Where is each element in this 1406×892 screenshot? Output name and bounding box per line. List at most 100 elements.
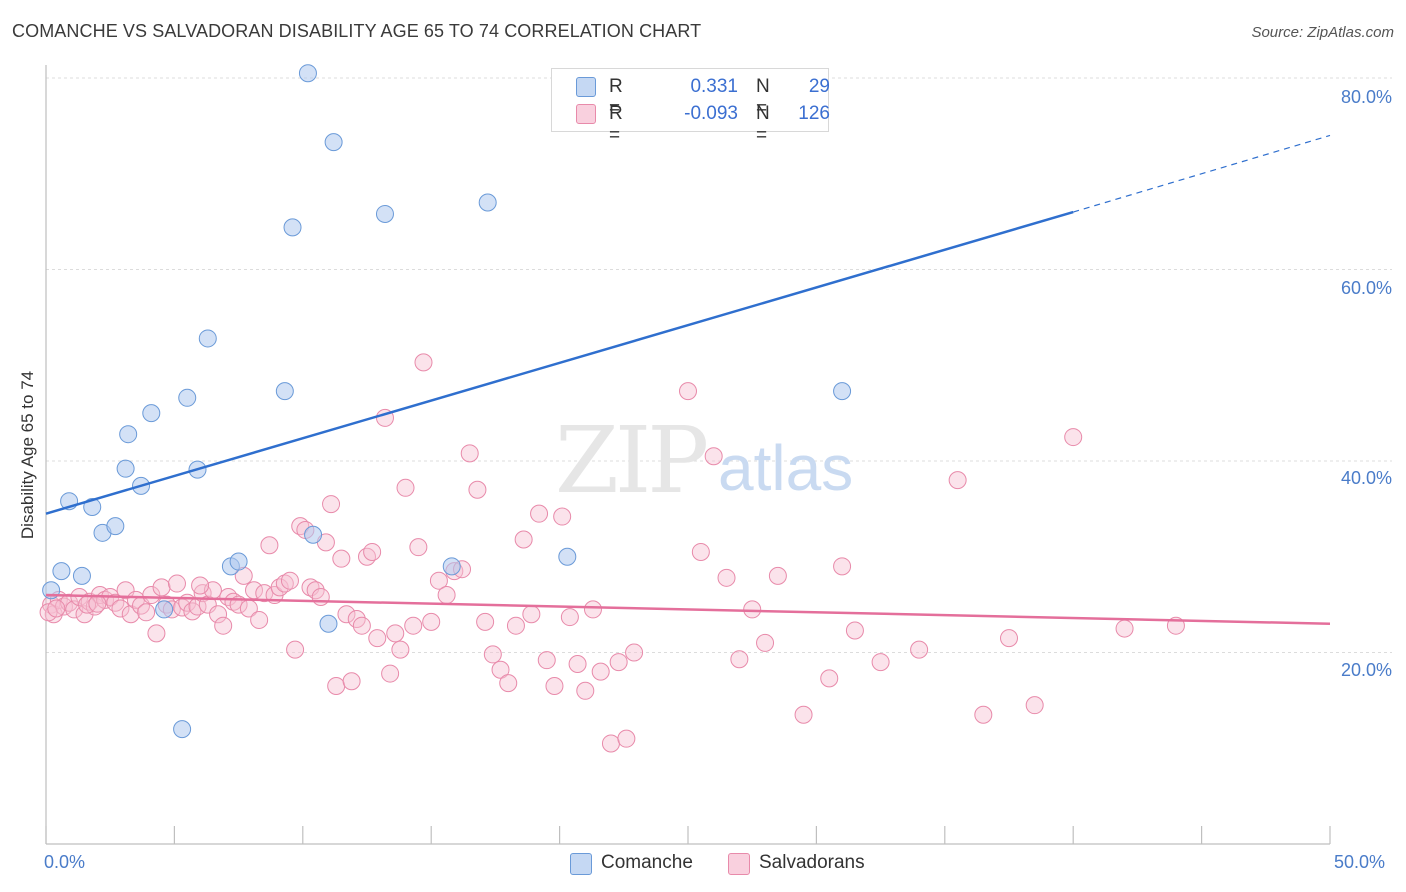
axes (45, 65, 1331, 845)
comanche-point (558, 547, 577, 566)
salvadoran-point (871, 653, 890, 672)
salvadoran-point (1025, 696, 1044, 715)
salvadoran-trend-line (45, 593, 1331, 626)
y-tick-label: 80.0% (1340, 87, 1392, 107)
salvadoran-point (910, 640, 929, 659)
salvadoran-point (352, 616, 371, 635)
salvadoran-point (625, 643, 644, 662)
salvadoran-point (1000, 629, 1018, 648)
salvadoran-point (322, 495, 341, 514)
salvadorans-points (39, 353, 1185, 753)
salvadoran-point (80, 592, 99, 611)
salvadoran-point (974, 705, 993, 724)
salvadoran-point (275, 574, 294, 593)
salvadoran-point (337, 605, 356, 624)
source-label: Source: ZipAtlas.com (1251, 24, 1394, 41)
salvadoran-point (363, 542, 382, 561)
n-value: 126 (798, 103, 830, 124)
comanche-point (229, 552, 248, 571)
salvadoran-point (948, 471, 967, 490)
salvadoran-point (224, 592, 243, 611)
salvadoran-point (460, 444, 479, 463)
comanche-point (833, 382, 852, 401)
comanche-point (72, 566, 91, 585)
salvadoran-point (553, 507, 572, 526)
salvadoran-point (106, 593, 125, 612)
salvadoran-point (679, 382, 697, 401)
salvadoran-point (691, 542, 710, 561)
salvadoran-point (280, 571, 299, 590)
salvadoran-point (137, 603, 156, 622)
salvadoran-point (250, 610, 269, 629)
salvadoran-point (560, 608, 579, 627)
n-label: N = (756, 76, 770, 119)
salvadoran-point (437, 586, 456, 605)
comanche-trend-line (45, 210, 1074, 515)
comanche-point (442, 557, 461, 576)
comanche-point (155, 600, 174, 619)
comanche-point (116, 459, 135, 478)
salvadoran-point (147, 624, 166, 643)
salvadoran-point (717, 568, 736, 587)
salvadoran-point (609, 653, 628, 672)
r-value: 0.331 (690, 76, 738, 97)
salvadorans-swatch (728, 853, 750, 875)
salvadoran-point (576, 681, 595, 700)
comanche-point (119, 425, 138, 444)
salvadoran-point (568, 654, 587, 673)
salvadoran-point (396, 478, 415, 497)
salvadoran-point (414, 353, 433, 372)
legend-label-salvadorans: Salvadorans (759, 852, 865, 873)
salvadoran-point (327, 677, 346, 696)
salvadoran-point (845, 621, 864, 640)
comanche-point (198, 329, 217, 348)
comanche-point (83, 497, 102, 516)
salvadoran-point (219, 587, 238, 606)
salvadoran-point (794, 705, 813, 724)
salvadoran-point (730, 650, 749, 669)
salvadoran-point (756, 633, 775, 652)
y-tick-label: 60.0% (1340, 278, 1392, 298)
comanche-point (178, 388, 197, 407)
r-label: R = (609, 103, 623, 146)
comanche-point (298, 64, 317, 83)
n-label: N = (756, 103, 770, 146)
salvadoran-point (514, 530, 533, 549)
comanche-point (142, 404, 161, 423)
n-value: 29 (808, 76, 830, 97)
trend-lines (45, 134, 1331, 626)
legend-label-comanche: Comanche (601, 852, 693, 873)
salvadoran-point (404, 616, 423, 635)
salvadoran-point (209, 605, 228, 624)
y-tick-label: 40.0% (1340, 468, 1392, 488)
comanche-point (283, 218, 302, 237)
comanche-point (375, 204, 394, 223)
salvadoran-point (85, 597, 104, 616)
salvadoran-point (183, 602, 202, 621)
salvadoran-point (214, 616, 233, 635)
watermark-atlas: atlas (718, 432, 853, 504)
salvadoran-point (483, 645, 502, 664)
comanche-point (106, 517, 125, 536)
salvadoran-point (47, 599, 66, 618)
salvadoran-point (332, 549, 351, 568)
salvadoran-point (522, 605, 541, 624)
salvadoran-point (468, 480, 487, 499)
salvadoran-point (260, 536, 279, 555)
salvadoran-point (1115, 619, 1134, 638)
salvadoran-point (545, 677, 564, 696)
comanche-point (275, 382, 294, 401)
comanche-point (478, 193, 497, 212)
salvadoran-point (506, 616, 525, 635)
salvadoran-point (537, 651, 556, 670)
salvadoran-point (422, 612, 441, 631)
salvadoran-point (311, 587, 330, 606)
salvadoran-point (409, 538, 428, 557)
salvadoran-point (583, 600, 602, 619)
salvadoran-point (743, 600, 762, 619)
salvadoran-point (286, 640, 305, 659)
salvadoran-point (191, 576, 210, 595)
salvadoran-point (1064, 428, 1083, 447)
salvadoran-point (167, 574, 186, 593)
